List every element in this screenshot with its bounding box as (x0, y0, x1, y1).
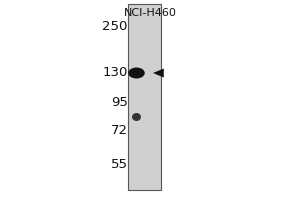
Text: 250: 250 (102, 21, 128, 33)
Text: NCI-H460: NCI-H460 (124, 8, 176, 18)
Polygon shape (153, 68, 164, 77)
Ellipse shape (128, 68, 145, 78)
Bar (128, 4, 161, 190)
Text: 95: 95 (111, 96, 128, 108)
Ellipse shape (132, 113, 141, 121)
Text: 55: 55 (110, 158, 127, 171)
Text: 130: 130 (102, 66, 128, 79)
Text: 72: 72 (110, 124, 127, 138)
